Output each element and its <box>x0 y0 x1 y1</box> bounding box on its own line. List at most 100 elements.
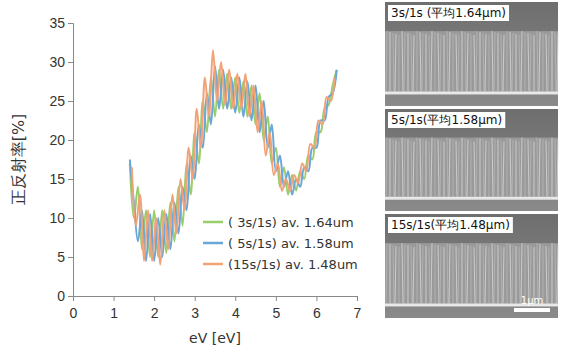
nanowire <box>393 140 394 197</box>
nanowire <box>447 243 448 303</box>
tick-mark <box>235 296 236 301</box>
nanowire-layer <box>385 138 558 197</box>
nanowire <box>471 246 472 303</box>
nanowire <box>462 31 463 91</box>
tick-mark <box>68 296 73 297</box>
nanowire <box>516 141 517 197</box>
substrate-line <box>385 197 558 200</box>
nanowire <box>512 245 513 303</box>
legend-swatch <box>203 242 223 245</box>
nanowire <box>453 245 454 303</box>
nanowire <box>489 142 490 197</box>
tick: 30 <box>49 54 73 70</box>
image-background <box>385 214 558 318</box>
tick-label: 35 <box>49 15 65 31</box>
nanowire <box>426 246 427 303</box>
nanowire <box>507 31 508 91</box>
tick-label: 5 <box>272 305 280 321</box>
tick-label: 4 <box>232 305 240 321</box>
nanowire <box>465 139 466 197</box>
nanowire <box>431 31 432 91</box>
nanowire <box>492 138 493 197</box>
nanowire <box>465 32 466 91</box>
nanowire <box>480 32 481 91</box>
nanowire <box>435 32 436 91</box>
nanowire <box>422 33 423 91</box>
nanowire <box>426 34 427 91</box>
nanowire <box>422 245 423 303</box>
substrate-line <box>385 91 558 94</box>
nanowire <box>408 33 409 91</box>
nanowire <box>494 139 495 197</box>
nanowire <box>458 35 459 91</box>
legend-label: ( 3s/1s) av. 1.64um <box>228 215 354 230</box>
nanowire <box>411 141 412 197</box>
nanowire <box>408 245 409 303</box>
series-line <box>132 50 335 265</box>
tick-mark <box>154 296 155 301</box>
nanowire <box>534 142 535 197</box>
tick: 25 <box>49 93 73 109</box>
nanowire <box>456 246 457 303</box>
tick: 4 <box>232 296 240 321</box>
nanowire <box>453 140 454 197</box>
tick-mark <box>68 140 73 141</box>
nanowire <box>411 246 412 303</box>
nanowire <box>539 139 540 197</box>
nanowire <box>456 141 457 197</box>
nanowire <box>404 32 405 91</box>
nanowire <box>485 246 486 303</box>
x-axis: 01234567 <box>70 296 362 321</box>
nanowire <box>525 139 526 197</box>
tick-label: 25 <box>49 93 65 109</box>
nanowire <box>449 244 450 303</box>
tick: 6 <box>313 296 321 321</box>
nanowire <box>426 141 427 197</box>
nanowire <box>465 244 466 303</box>
nanowire <box>510 244 511 303</box>
axis-line <box>68 24 74 297</box>
image-label: 3s/1s (平均1.64μm) <box>391 6 506 20</box>
nanowire <box>512 140 513 197</box>
tick-label: 5 <box>57 249 65 265</box>
image-label: 5s/1s(平均1.58μm) <box>391 113 502 127</box>
nanowire <box>447 31 448 91</box>
nanowire <box>399 142 400 197</box>
nanowire <box>539 32 540 91</box>
nanowire <box>399 35 400 91</box>
nanowire <box>440 34 441 91</box>
tick: 3 <box>191 296 199 321</box>
tick: 35 <box>49 15 73 31</box>
nanowire <box>420 244 421 303</box>
nanowire <box>507 243 508 303</box>
scale-bar-label: 1μm <box>521 295 543 306</box>
nanowire <box>431 243 432 303</box>
nanowire <box>438 33 439 91</box>
nanowire <box>449 32 450 91</box>
nanowire <box>402 243 403 303</box>
tick-mark <box>68 62 73 63</box>
nanowire <box>420 139 421 197</box>
tick: 2 <box>151 296 159 321</box>
nanowire <box>417 31 418 91</box>
tick: 15 <box>49 171 73 187</box>
nanowire <box>393 33 394 91</box>
nanowire <box>512 33 513 91</box>
x-axis-title: eV [eV] <box>189 330 241 346</box>
tick-label: 0 <box>70 305 78 321</box>
nanowire <box>489 247 490 303</box>
nanowire <box>447 138 448 197</box>
tick-label: 30 <box>49 54 65 70</box>
nanowire <box>458 142 459 197</box>
tick: 0 <box>70 296 78 321</box>
nanowire <box>417 243 418 303</box>
tick-mark <box>195 296 196 301</box>
nanowire <box>498 33 499 91</box>
nanowire <box>393 245 394 303</box>
nanowire <box>501 246 502 303</box>
nanowire <box>402 138 403 197</box>
nanowire <box>546 34 547 91</box>
nanowire <box>422 140 423 197</box>
nanowire <box>492 31 493 91</box>
nanowire <box>429 247 430 303</box>
